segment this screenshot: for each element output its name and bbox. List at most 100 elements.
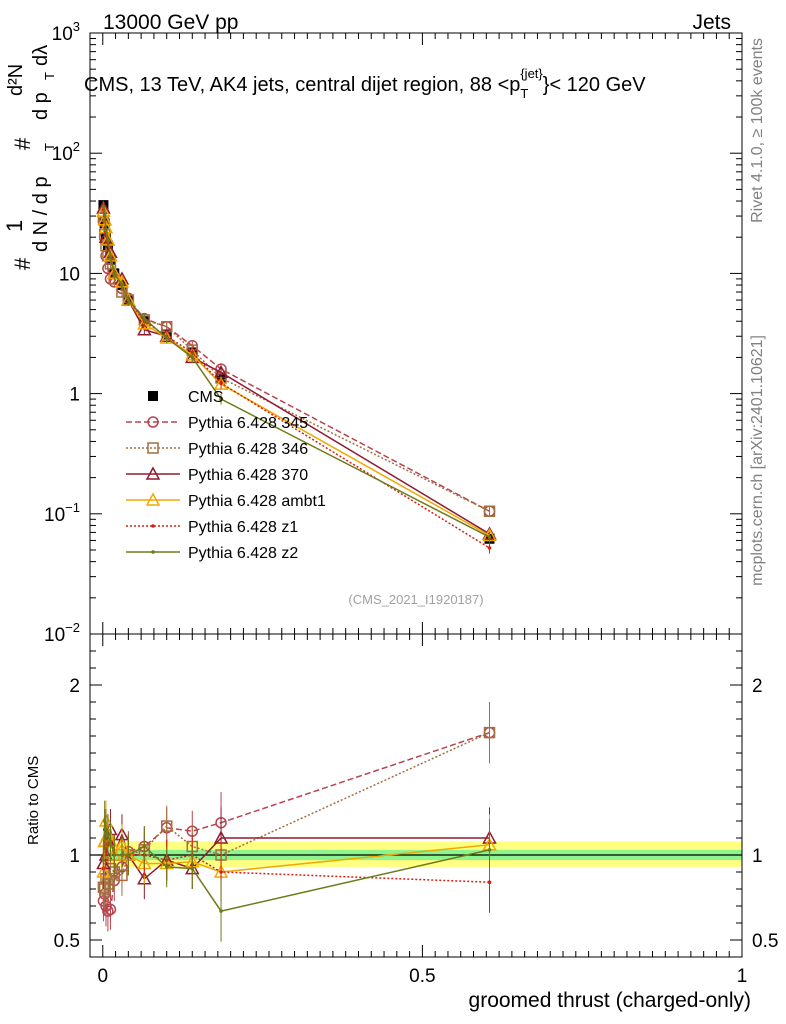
legend-label: Pythia 6.428 346 bbox=[188, 441, 308, 458]
ytick-exp: 3 bbox=[73, 19, 80, 34]
ratio-data-point bbox=[483, 726, 496, 739]
analysis-watermark: (CMS_2021_I1920187) bbox=[348, 592, 483, 607]
ytick-base: 10 bbox=[52, 24, 73, 45]
ylabel-dn: d N / d p bbox=[30, 176, 52, 252]
header-left: 13000 GeV pp bbox=[103, 11, 238, 34]
ratio-data-point bbox=[219, 870, 223, 874]
main-data-point bbox=[190, 355, 195, 360]
rivet-version-label: Rivet 4.1.0, ≥ 100k events bbox=[749, 38, 766, 223]
ratio-ytick-label-left: 0.5 bbox=[54, 931, 80, 952]
ratio-data-point bbox=[112, 853, 117, 857]
ytick-exp: −1 bbox=[65, 500, 80, 515]
ratio-data-point bbox=[102, 905, 114, 917]
legend-marker bbox=[147, 442, 159, 454]
main-data-point bbox=[219, 381, 223, 386]
legend-label: Pythia 6.428 345 bbox=[188, 415, 308, 432]
plot-title-tail: }< 120 GeV bbox=[543, 74, 647, 96]
ytick-base: 10 bbox=[52, 144, 73, 165]
ratio-data-point bbox=[120, 853, 124, 857]
plot-title-sup: {jet} bbox=[520, 66, 543, 81]
mcplots-label: mcplots.cern.ch [arXiv:2401.10621] bbox=[749, 335, 766, 586]
legend-label: CMS bbox=[188, 389, 224, 406]
ratio-xtick-label: 0.5 bbox=[409, 966, 435, 987]
ratio-data-point bbox=[190, 866, 195, 871]
ratio-ylabel: Ratio to CMS bbox=[25, 756, 42, 845]
ratio-data-point bbox=[102, 878, 114, 890]
ylabel-dpt: d p bbox=[30, 92, 52, 120]
ratio-data-point bbox=[108, 839, 113, 844]
ratio-data-point bbox=[164, 865, 169, 869]
legend-marker bbox=[145, 492, 161, 506]
main-ytick-label: 10−1 bbox=[44, 500, 80, 526]
header-right: Jets bbox=[692, 11, 731, 34]
legend-marker bbox=[145, 466, 161, 480]
main-data-point bbox=[120, 283, 124, 287]
main-ytick-label: 103 bbox=[52, 19, 80, 45]
main-ylabel: # 1 d N / d p T # d²N d p T dλ bbox=[2, 45, 57, 270]
ratio-data-point bbox=[487, 880, 492, 884]
plot-title-sub: T bbox=[520, 86, 528, 101]
main-series-line bbox=[102, 210, 490, 537]
ratio-data-point bbox=[106, 832, 110, 837]
ytick-base: 10 bbox=[44, 505, 65, 526]
main-ytick-label: 10 bbox=[59, 264, 80, 285]
ratio-data-point bbox=[487, 848, 492, 852]
ytick-base: 10 bbox=[44, 625, 65, 646]
ylabel-hash: # bbox=[10, 257, 35, 270]
main-ytick-label: 102 bbox=[52, 139, 80, 165]
ratio-data-point bbox=[126, 853, 131, 857]
ylabel-one: 1 bbox=[2, 220, 27, 232]
ratio-data-point bbox=[104, 827, 108, 832]
legend-marker bbox=[151, 524, 155, 528]
ratio-xtick-label: 1 bbox=[737, 966, 748, 987]
main-data-point bbox=[483, 505, 496, 518]
main-data-point bbox=[112, 271, 117, 276]
ratio-ytick-label-left: 2 bbox=[69, 676, 80, 697]
plot-title: CMS, 13 TeV, AK4 jets, central dijet reg… bbox=[84, 66, 646, 101]
ratio-ytick-label-right: 0.5 bbox=[752, 931, 778, 952]
ratio-ytick-label-left: 1 bbox=[69, 846, 80, 867]
main-data-point bbox=[219, 397, 223, 401]
main-ytick-label: 10−2 bbox=[44, 620, 80, 646]
main-data-point bbox=[101, 204, 106, 209]
ylabel-dlambda: dλ bbox=[30, 45, 52, 66]
plot-title-main: CMS, 13 TeV, AK4 jets, central dijet reg… bbox=[84, 74, 520, 96]
ratio-xlabel: groomed thrust (charged-only) bbox=[469, 989, 751, 1012]
main-data-point bbox=[106, 238, 110, 242]
main-data-point bbox=[487, 546, 492, 550]
ratio-data-point bbox=[142, 844, 147, 849]
main-data-point bbox=[126, 298, 131, 302]
legend-label: Pythia 6.428 z2 bbox=[188, 545, 298, 562]
main-data-point bbox=[108, 254, 113, 258]
main-data-point bbox=[213, 376, 229, 390]
ratio-data-point bbox=[219, 909, 223, 913]
legend-marker bbox=[151, 550, 155, 554]
ratio-ytick-label-right: 2 bbox=[752, 676, 763, 697]
main-series-line bbox=[102, 207, 490, 535]
legend-marker bbox=[147, 416, 159, 428]
ylabel-d2n: d²N bbox=[5, 64, 27, 96]
legend-label: Pythia 6.428 370 bbox=[188, 467, 308, 484]
main-data-point bbox=[164, 336, 169, 340]
ytick-exp: −2 bbox=[65, 620, 80, 635]
ylabel-t1: T bbox=[42, 143, 57, 151]
ratio-data-point bbox=[160, 820, 173, 832]
ratio-plot-frame bbox=[89, 633, 743, 958]
main-data-point bbox=[104, 228, 108, 232]
main-data-point bbox=[142, 316, 147, 321]
legend-marker bbox=[148, 391, 158, 401]
main-series-line bbox=[102, 206, 490, 538]
legend-label: Pythia 6.428 z1 bbox=[188, 519, 298, 536]
ylabel-t2: T bbox=[42, 72, 57, 80]
ratio-xtick-label: 0 bbox=[97, 966, 108, 987]
main-data-point bbox=[487, 535, 492, 539]
main-ytick-label: 1 bbox=[69, 385, 80, 406]
ratio-data-point bbox=[101, 858, 106, 862]
ratio-ytick-label-right: 1 bbox=[752, 846, 763, 867]
legend-label: Pythia 6.428 ambt1 bbox=[188, 493, 326, 510]
main-data-point bbox=[102, 212, 107, 217]
ratio-data-point bbox=[104, 903, 117, 916]
main-plot-frame bbox=[89, 32, 743, 635]
ylabel-hash2: # bbox=[10, 137, 35, 150]
